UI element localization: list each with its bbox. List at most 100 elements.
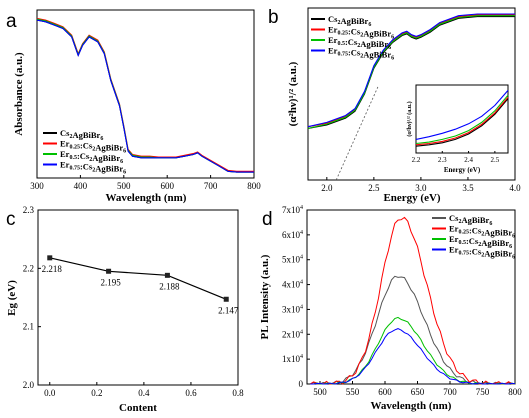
panel-d-legend-entry-label: Cs2AgBiBr6 — [449, 213, 492, 227]
panel-c-ticks: 0.0 0.2 0.4 0.6 0.8 2.0 2.1 2.2 2.3 — [23, 205, 244, 398]
panel-d-series — [310, 216, 516, 385]
panel-c-points: 2.218 2.195 2.188 2.147 — [42, 255, 239, 315]
panel-b-inset-series — [415, 90, 509, 147]
panel-d-legend-entry-label: Er0.25:Cs2AgBiBr6 — [449, 224, 515, 240]
panel-b-legend-entry-label: Er0.75:Cs2AgBiBr6 — [328, 46, 394, 62]
panel-b-inset-series-line — [415, 90, 509, 140]
panel-c-point — [223, 296, 229, 302]
panel-d-y-tick-label: 6x104 — [282, 230, 303, 240]
panel-c-y-tick-label: 2.3 — [23, 205, 35, 215]
panel-d-x-tick-label: 700 — [443, 387, 457, 397]
panel-b-legend-entry-label: Er0.25:Cs2AgBiBr6 — [328, 25, 394, 41]
panel-b-inset-tick-label: 2.2 — [412, 156, 421, 164]
panel-b-y-label: (α²hν)¹/² (a.u.) — [287, 61, 299, 126]
panel-d-y-label: PL Intensity (a.u.) — [259, 254, 271, 339]
panel-c-point — [106, 268, 112, 274]
panel-a-frame — [36, 9, 255, 179]
panel-a-x-tick-label: 400 — [74, 181, 88, 191]
panel-d-series-line — [310, 316, 516, 385]
panel-d-legend-entry-label: Er0.5:Cs2AgBiBr6 — [449, 234, 512, 250]
panel-b-x-tick-label: 4.0 — [509, 183, 521, 193]
panel-label-b: b — [268, 7, 279, 28]
panel-a-x-tick-label: 800 — [247, 181, 261, 191]
panel-d-y-tick-label: 2x104 — [282, 329, 303, 339]
panel-b-inset-y-label: (α²hν)¹/² (a.u.) — [406, 101, 413, 136]
panel-a-series — [36, 17, 254, 173]
panel-label-c: c — [6, 209, 16, 230]
panel-b-x-ticks: 2.0 2.5 3.0 3.5 4.0 — [321, 177, 521, 193]
panel-b-series-line — [307, 13, 515, 128]
panel-c-value-label: 2.147 — [218, 305, 239, 315]
panel-d-y-tick-label: 7x104 — [282, 205, 303, 215]
panel-b-series-line — [307, 16, 515, 129]
panel-d-x-tick-label: 800 — [508, 387, 522, 397]
panel-a-x-tick-label: 500 — [117, 181, 131, 191]
panel-a-x-ticks: 300 400 500 600 700 800 — [30, 175, 261, 191]
panel-d-y-tick-label: 1x104 — [282, 354, 303, 364]
panel-a-x-label: Wavelength (nm) — [106, 192, 187, 204]
panel-b-x-label: Energy (eV) — [383, 192, 440, 204]
panel-d-y-tick-label: 4x104 — [282, 280, 303, 290]
panel-b-inset-x-label: Energy (eV) — [444, 166, 481, 174]
panel-a-x-tick-label: 300 — [30, 181, 44, 191]
panel-label-d: d — [262, 209, 273, 230]
panel-b-inset-series-line — [415, 98, 509, 147]
panel-c-x-tick-label: 0.4 — [138, 388, 150, 398]
panel-a-x-tick-label: 700 — [204, 181, 218, 191]
panel-c-point — [47, 255, 53, 261]
panel-b: 2.0 2.5 3.0 3.5 4.0 Energy (eV) (α²hν)¹/² (a… — [287, 7, 521, 204]
panel-b-inset: 2.2 2.3 2.4 2.5 Energy (eV) (α²hν)¹/² (a.u.… — [406, 84, 509, 174]
panel-b-legend: Cs2AgBiBr6Er0.25:Cs2AgBiBr6Er0.5:Cs2AgBi… — [311, 14, 394, 62]
panel-b-x-tick-label: 2.5 — [368, 183, 380, 193]
panel-d-ticks: 500 550 600 650 700 750 800 0 1x104 2x104 3x104 4x1… — [282, 205, 522, 397]
panel-b-inset-x-ticks: 2.2 2.3 2.4 2.5 — [412, 151, 500, 164]
panel-d: 500 550 600 650 700 750 800 0 1x104 2x104 3x104 4x1… — [259, 205, 522, 412]
panel-d-x-tick-label: 750 — [476, 387, 490, 397]
panel-c-x-label: Content — [119, 402, 157, 414]
panel-b-series-line — [307, 15, 515, 129]
panel-d-legend-entry-label: Er0.75:Cs2AgBiBr6 — [449, 245, 515, 261]
panel-d-x-tick-label: 600 — [378, 387, 392, 397]
panel-b-x-tick-label: 3.0 — [415, 183, 427, 193]
panel-b-series — [307, 13, 515, 129]
panel-d-legend: Cs2AgBiBr6Er0.25:Cs2AgBiBr6Er0.5:Cs2AgBi… — [432, 213, 515, 261]
panel-a-legend-entry-label: Er0.75:Cs2AgBiBr6 — [60, 160, 126, 176]
panel-a-legend: Cs2AgBiBr6Er0.25:Cs2AgBiBr6Er0.5:Cs2AgBi… — [43, 128, 126, 176]
panel-c-x-tick-label: 0.6 — [185, 388, 197, 398]
panel-d-series-line — [310, 328, 516, 385]
panel-c-y-tick-label: 2.0 — [23, 380, 35, 390]
panel-d-x-tick-label: 550 — [346, 387, 360, 397]
panel-b-tangent-line — [335, 85, 379, 181]
panel-b-x-tick-label: 3.5 — [462, 183, 474, 193]
panel-c: 0.0 0.2 0.4 0.6 0.8 2.0 2.1 2.2 2.3 2.218 2.195 2.… — [6, 205, 244, 414]
panel-c-x-tick-label: 0.8 — [232, 388, 244, 398]
panel-a-y-label: Absorbance (a.u.) — [13, 52, 25, 136]
panel-d-frame — [306, 209, 516, 385]
panel-b-inset-tick-label: 2.5 — [490, 156, 499, 164]
panel-d-series-line — [310, 275, 515, 385]
panel-c-y-tick-label: 2.1 — [23, 322, 34, 332]
panel-c-x-tick-label: 0.2 — [91, 388, 102, 398]
panel-b-frame — [307, 7, 516, 181]
panel-c-x-tick-label: 0.0 — [44, 388, 56, 398]
panel-d-y-tick-label: 0 — [299, 379, 304, 389]
panel-d-x-tick-label: 500 — [313, 387, 327, 397]
panel-c-frame — [37, 209, 239, 386]
panel-b-inset-series-line — [415, 94, 509, 145]
panel-a-x-tick-label: 600 — [160, 181, 174, 191]
panel-c-value-label: 2.218 — [42, 264, 63, 274]
panel-c-value-label: 2.195 — [100, 277, 121, 287]
panel-d-y-tick-label: 3x104 — [282, 304, 303, 314]
panel-a: 300 400 500 600 700 800 Wavelength (nm) Absor… — [13, 9, 261, 204]
panel-a-legend-entry-label: Cs2AgBiBr6 — [60, 128, 103, 142]
panel-c-line — [49, 257, 227, 300]
panel-a-legend-entry-label: Er0.5:Cs2AgBiBr6 — [60, 149, 123, 165]
panel-b-legend-entry-label: Er0.5:Cs2AgBiBr6 — [328, 35, 391, 51]
panel-b-inset-tick-label: 2.4 — [464, 156, 473, 164]
panel-a-series-line — [36, 19, 254, 173]
panel-d-y-tick-label: 5x104 — [282, 255, 303, 265]
panel-c-y-tick-label: 2.2 — [23, 263, 34, 273]
panel-b-inset-tick-label: 2.3 — [438, 156, 447, 164]
panel-label-a: a — [6, 11, 17, 32]
